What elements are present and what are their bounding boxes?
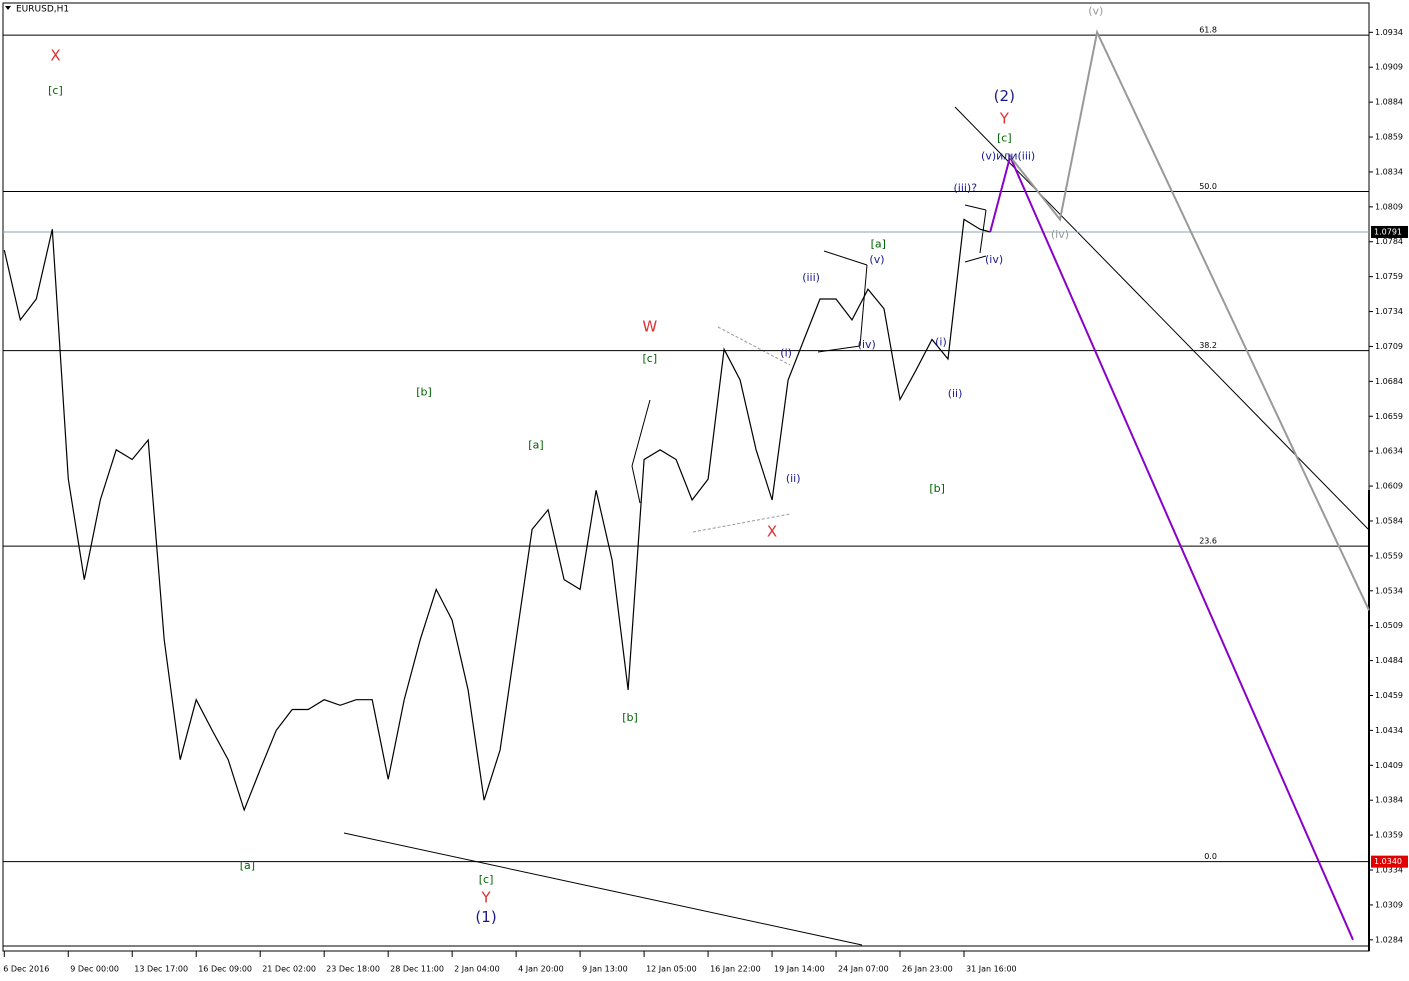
y-tick-label: 1.0509 xyxy=(1375,621,1403,630)
x-tick-label: 16 Dec 09:00 xyxy=(198,965,252,974)
y-tick-label: 1.0809 xyxy=(1375,202,1403,211)
symbol-title: EURUSD,H1 xyxy=(16,5,69,15)
y-tick-label: 1.0634 xyxy=(1375,447,1403,456)
wave-label: [a] xyxy=(528,439,543,452)
wave-label: Y xyxy=(999,109,1010,127)
x-tick-label: 13 Dec 17:00 xyxy=(134,965,188,974)
price-line xyxy=(3,218,991,812)
wave-label: (2) xyxy=(994,87,1015,105)
fib-label: 0.0 xyxy=(1204,852,1217,861)
y-tick-label: 1.0609 xyxy=(1375,482,1403,491)
y-tick-label: 1.0709 xyxy=(1375,342,1403,351)
wave-label: (1) xyxy=(475,908,496,926)
price-tag-bg xyxy=(1371,225,1408,238)
wave-label: (v)или(iii) xyxy=(981,150,1035,163)
y-tick-label: 1.0834 xyxy=(1375,167,1403,176)
y-tick-label: 1.0309 xyxy=(1375,900,1403,909)
y-tick-label: 1.0434 xyxy=(1375,726,1403,735)
x-tick-label: 9 Jan 13:00 xyxy=(582,965,628,974)
fib-label: 23.6 xyxy=(1199,537,1217,546)
wave-label: (i) xyxy=(935,335,947,348)
x-tick-label: 28 Dec 11:00 xyxy=(390,965,444,974)
wave-label: (ii) xyxy=(786,472,801,485)
wave-label: X xyxy=(767,523,777,541)
channel-dashes xyxy=(692,326,791,533)
y-tick-label: 1.0384 xyxy=(1375,796,1403,805)
price-tag-bg xyxy=(1371,855,1408,868)
fib-label: 61.8 xyxy=(1199,26,1217,35)
wave-label: [c] xyxy=(997,131,1012,144)
fib-label: 50.0 xyxy=(1199,182,1217,191)
wave-label: X xyxy=(50,47,60,65)
price-tag: 1.0340 xyxy=(1374,857,1402,866)
y-tick-label: 1.0759 xyxy=(1375,272,1403,281)
y-tick-label: 1.0284 xyxy=(1375,935,1403,944)
x-tick-label: 2 Jan 04:00 xyxy=(454,965,500,974)
wave-label: [c] xyxy=(48,84,63,97)
x-tick-label: 26 Jan 23:00 xyxy=(902,965,953,974)
price-tag: 1.0791 xyxy=(1374,227,1402,236)
y-tick-label: 1.0409 xyxy=(1375,761,1403,770)
wave-label: [c] xyxy=(643,352,658,365)
menu-arrow[interactable] xyxy=(5,6,11,10)
wave-label: [b] xyxy=(416,386,432,399)
x-tick-label: 21 Dec 02:00 xyxy=(262,965,316,974)
wave-label: (i) xyxy=(780,346,792,359)
plot-frame xyxy=(2,2,1370,952)
wave-label: (iii) xyxy=(802,271,820,284)
y-tick-label: 1.0459 xyxy=(1375,691,1403,700)
wave-label: (iii)? xyxy=(953,182,977,195)
y-tick-label: 1.0484 xyxy=(1375,656,1403,665)
y-tick-label: 1.0859 xyxy=(1375,133,1403,142)
wave-label: [c] xyxy=(479,873,494,886)
x-tick-label: 31 Jan 16:00 xyxy=(966,965,1017,974)
wave-label: [b] xyxy=(929,482,945,495)
y-tick-label: 1.0884 xyxy=(1375,98,1403,107)
wave-label: (ii) xyxy=(948,387,963,400)
y-tick-label: 1.0359 xyxy=(1375,831,1403,840)
wave-label: (iv) xyxy=(985,253,1003,266)
y-tick-label: 1.0784 xyxy=(1375,237,1403,246)
wave-label: [b] xyxy=(622,711,638,724)
y-tick-label: 1.0584 xyxy=(1375,516,1403,525)
wave-label: [a] xyxy=(871,238,886,251)
fib-label: 38.2 xyxy=(1199,341,1217,350)
wave-label: (v) xyxy=(1088,4,1103,17)
y-tick-label: 1.0909 xyxy=(1375,63,1403,72)
wave-label: (v) xyxy=(869,253,884,266)
wave-label: W xyxy=(642,317,657,335)
y-tick-label: 1.0734 xyxy=(1375,307,1403,316)
y-tick-label: 1.0534 xyxy=(1375,586,1403,595)
x-tick-label: 24 Jan 07:00 xyxy=(838,965,889,974)
y-tick-label: 1.0659 xyxy=(1375,412,1403,421)
x-tick-label: 12 Jan 05:00 xyxy=(646,965,697,974)
x-tick-label: 23 Dec 18:00 xyxy=(326,965,380,974)
wave-label: (iv) xyxy=(1051,228,1069,241)
x-tick-label: 19 Jan 14:00 xyxy=(774,965,825,974)
x-tick-label: 6 Dec 2016 xyxy=(3,965,49,974)
y-tick-label: 1.0334 xyxy=(1375,866,1403,875)
x-tick-label: 9 Dec 00:00 xyxy=(70,965,119,974)
y-tick-label: 1.0934 xyxy=(1375,28,1403,37)
x-tick-label: 16 Jan 22:00 xyxy=(710,965,761,974)
wave-label: (iv) xyxy=(858,338,876,351)
wave-label: [a] xyxy=(240,859,255,872)
x-tick-label: 4 Jan 20:00 xyxy=(518,965,564,974)
y-tick-label: 1.0684 xyxy=(1375,377,1403,386)
price-line xyxy=(1009,29,1370,611)
y-tick-label: 1.0559 xyxy=(1375,551,1403,560)
wave-label: Y xyxy=(480,888,491,906)
